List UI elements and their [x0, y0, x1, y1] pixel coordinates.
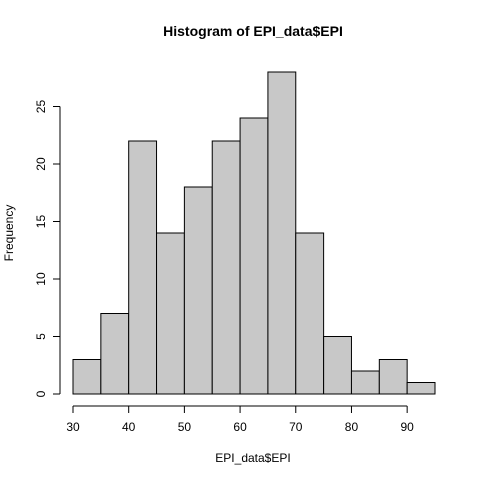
y-axis-label: Frequency: [2, 205, 16, 262]
histogram-bar: [72, 359, 102, 395]
y-tick-label: 25: [34, 100, 48, 114]
x-tick-label: 30: [66, 420, 80, 434]
x-tick-label: 50: [178, 420, 192, 434]
histogram-bar: [295, 232, 325, 395]
histogram-bar: [211, 140, 241, 395]
histogram-bar: [128, 140, 158, 395]
histogram-bar: [267, 71, 297, 395]
histogram-bar: [406, 382, 436, 395]
histogram-bar: [100, 313, 130, 395]
x-tick-label: 70: [289, 420, 303, 434]
y-tick-label: 15: [34, 215, 48, 229]
histogram-bar: [183, 186, 213, 395]
histogram-bar: [350, 370, 380, 395]
histogram-bar: [378, 359, 408, 395]
x-tick-label: 80: [345, 420, 359, 434]
y-tick-label: 10: [34, 272, 48, 286]
x-axis-label: EPI_data$EPI: [215, 451, 290, 465]
y-tick-label: 20: [34, 157, 48, 171]
y-axis: 0 5 10 15 20 25: [34, 100, 61, 397]
histogram-bar: [156, 232, 185, 395]
y-tick-label: 0: [34, 390, 48, 397]
x-tick-label: 60: [233, 420, 247, 434]
x-tick-label: 40: [122, 420, 136, 434]
histogram-bar: [239, 117, 269, 395]
bars-group: [72, 71, 436, 395]
y-tick-label: 5: [34, 333, 48, 340]
histogram-bar: [323, 336, 352, 395]
x-tick-label: 90: [400, 420, 414, 434]
chart-title: Histogram of EPI_data$EPI: [163, 23, 343, 39]
x-axis: 30 40 50 60 70 80 90: [66, 405, 414, 434]
